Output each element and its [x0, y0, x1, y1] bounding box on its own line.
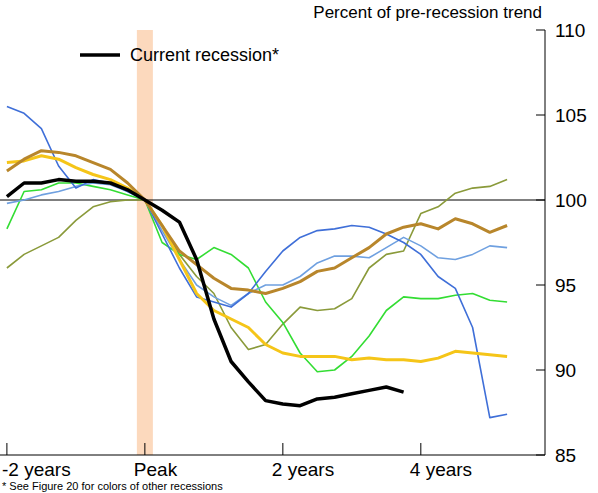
y-axis — [545, 30, 546, 455]
y-tick-label: 110 — [555, 20, 585, 41]
y-tick — [536, 285, 545, 286]
legend-swatch — [80, 53, 120, 57]
plot-lines — [7, 107, 507, 418]
footnote: * See Figure 20 for colors of other rece… — [2, 480, 223, 492]
series-line — [7, 156, 507, 362]
x-tick — [420, 443, 421, 455]
y-tick — [536, 30, 545, 31]
series-line — [7, 180, 507, 350]
x-tick-label: 2 years — [272, 459, 334, 480]
series-line — [7, 183, 507, 305]
x-tick-label: -2 years — [2, 459, 71, 480]
x-tick-label: Peak — [134, 459, 178, 480]
y-tick-label: 100 — [555, 190, 587, 211]
y-axis-title: Percent of pre-recession trend — [313, 3, 542, 22]
grid-line — [0, 200, 545, 201]
y-tick-label: 90 — [555, 360, 576, 381]
y-tick — [536, 455, 545, 456]
peak-band — [137, 30, 153, 455]
chart: 85 90 95 100 105 110 -2 years Peak 2 years 4 year… — [0, 0, 598, 493]
legend-label: Current recession* — [130, 45, 279, 65]
x-tick-label: 4 years — [410, 459, 472, 480]
series-line — [7, 180, 404, 406]
y-tick — [536, 200, 545, 201]
y-tick-label: 85 — [555, 445, 576, 466]
y-tick-label: 105 — [555, 105, 587, 126]
y-tick-label: 95 — [555, 275, 576, 296]
x-tick — [282, 443, 283, 455]
series-line — [7, 183, 507, 372]
series-line — [7, 151, 507, 294]
x-axis — [0, 455, 545, 456]
x-tick — [6, 443, 7, 455]
y-tick — [536, 115, 545, 116]
series-line — [7, 107, 507, 418]
y-tick — [536, 370, 545, 371]
x-tick — [144, 443, 145, 455]
